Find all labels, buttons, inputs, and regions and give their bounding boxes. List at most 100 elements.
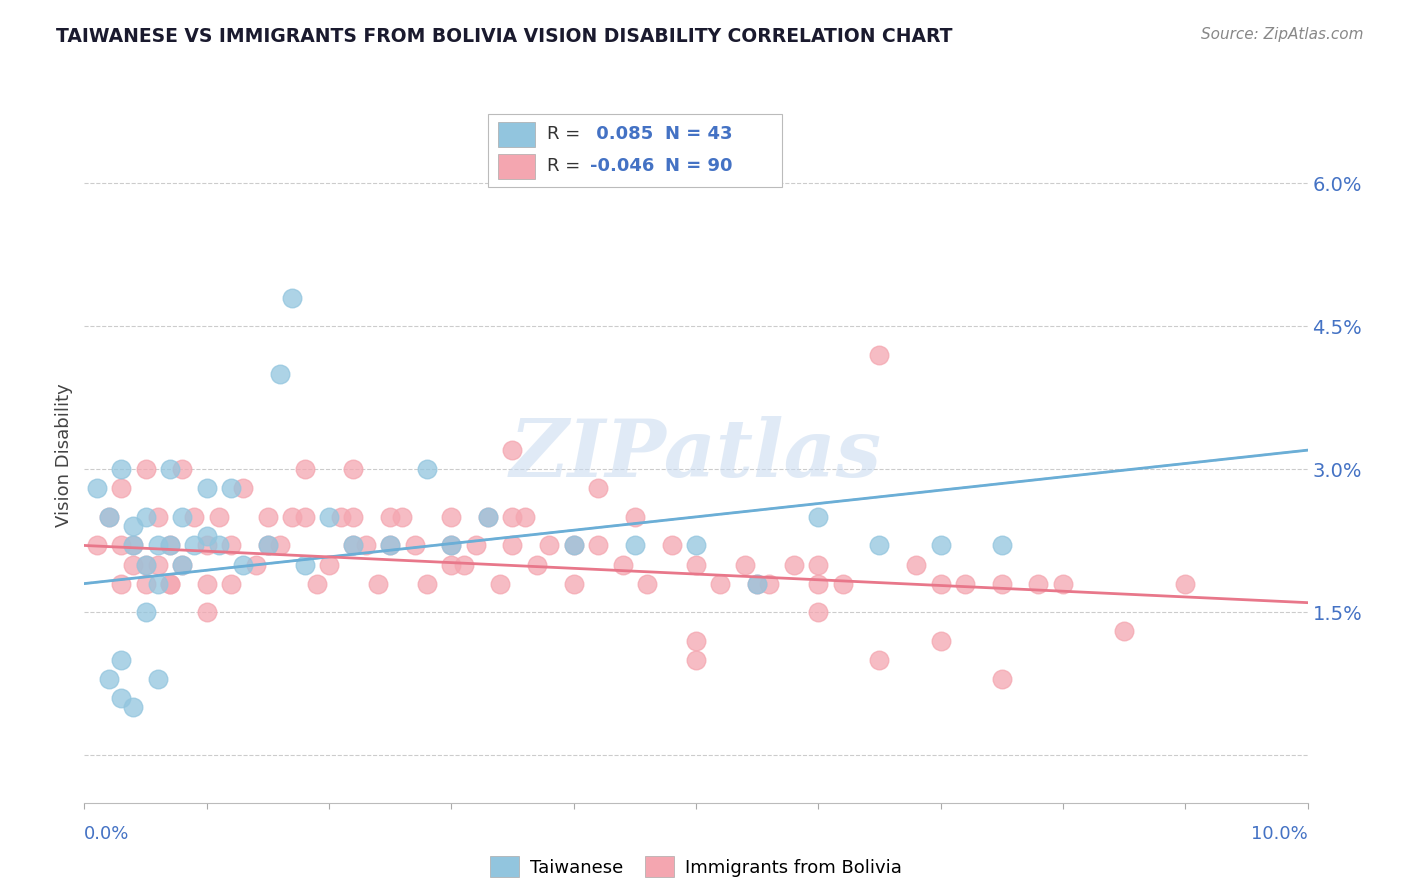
- Point: [281, 291, 304, 305]
- Text: 10.0%: 10.0%: [1251, 825, 1308, 843]
- Point: [342, 509, 364, 524]
- Point: [416, 576, 439, 591]
- Point: [195, 481, 218, 495]
- Point: [110, 481, 132, 495]
- Point: [122, 519, 145, 533]
- Point: [318, 509, 340, 524]
- Point: [526, 558, 548, 572]
- Point: [318, 558, 340, 572]
- Point: [685, 653, 707, 667]
- Text: -0.046: -0.046: [589, 157, 654, 175]
- Point: [502, 509, 524, 524]
- Point: [869, 539, 891, 553]
- Point: [747, 576, 769, 591]
- Point: [172, 558, 194, 572]
- Point: [294, 462, 316, 476]
- Point: [929, 633, 952, 648]
- Point: [122, 539, 145, 553]
- Point: [807, 558, 830, 572]
- Point: [464, 539, 486, 553]
- Point: [1174, 576, 1197, 591]
- Point: [709, 576, 731, 591]
- Point: [219, 539, 242, 553]
- Text: 0.0%: 0.0%: [84, 825, 129, 843]
- Point: [159, 539, 181, 553]
- Point: [416, 462, 439, 476]
- Point: [991, 672, 1014, 686]
- Point: [586, 481, 609, 495]
- Text: N = 43: N = 43: [665, 125, 733, 144]
- Point: [159, 576, 181, 591]
- Point: [991, 539, 1014, 553]
- Point: [440, 539, 463, 553]
- Point: [172, 558, 194, 572]
- Point: [747, 576, 769, 591]
- Point: [612, 558, 634, 572]
- Point: [110, 462, 132, 476]
- FancyBboxPatch shape: [488, 114, 782, 187]
- Point: [502, 443, 524, 458]
- Point: [538, 539, 561, 553]
- FancyBboxPatch shape: [498, 121, 534, 146]
- Point: [135, 462, 157, 476]
- Point: [208, 539, 231, 553]
- Text: Source: ZipAtlas.com: Source: ZipAtlas.com: [1201, 27, 1364, 42]
- Text: ZIPatlas: ZIPatlas: [510, 417, 882, 493]
- Point: [232, 481, 254, 495]
- Point: [380, 509, 402, 524]
- Point: [110, 690, 132, 705]
- Point: [208, 509, 231, 524]
- Point: [122, 558, 145, 572]
- Point: [562, 539, 585, 553]
- Text: TAIWANESE VS IMMIGRANTS FROM BOLIVIA VISION DISABILITY CORRELATION CHART: TAIWANESE VS IMMIGRANTS FROM BOLIVIA VIS…: [56, 27, 953, 45]
- Point: [1028, 576, 1050, 591]
- Point: [380, 539, 402, 553]
- Point: [305, 576, 328, 591]
- Point: [245, 558, 267, 572]
- Point: [342, 539, 364, 553]
- Point: [562, 539, 585, 553]
- Point: [135, 509, 157, 524]
- Text: N = 90: N = 90: [665, 157, 733, 175]
- Point: [1114, 624, 1136, 639]
- Point: [110, 539, 132, 553]
- Point: [440, 509, 463, 524]
- Point: [122, 539, 145, 553]
- Point: [685, 558, 707, 572]
- Point: [97, 509, 120, 524]
- Point: [342, 539, 364, 553]
- Point: [269, 539, 291, 553]
- Point: [122, 700, 145, 714]
- Point: [330, 509, 353, 524]
- Point: [172, 462, 194, 476]
- Point: [1052, 576, 1074, 591]
- Point: [135, 558, 157, 572]
- Point: [257, 539, 280, 553]
- Point: [281, 509, 304, 524]
- Point: [219, 481, 242, 495]
- Point: [991, 576, 1014, 591]
- Point: [110, 576, 132, 591]
- Point: [636, 576, 658, 591]
- Point: [135, 576, 157, 591]
- Point: [195, 529, 218, 543]
- Point: [502, 539, 524, 553]
- Point: [929, 539, 952, 553]
- Point: [146, 558, 169, 572]
- Point: [477, 509, 499, 524]
- Point: [97, 672, 120, 686]
- Point: [159, 539, 181, 553]
- Point: [807, 509, 830, 524]
- Point: [135, 605, 157, 619]
- Text: R =: R =: [547, 157, 581, 175]
- Y-axis label: Vision Disability: Vision Disability: [55, 383, 73, 527]
- Point: [562, 576, 585, 591]
- Point: [195, 539, 218, 553]
- Point: [391, 509, 413, 524]
- Point: [97, 509, 120, 524]
- Point: [159, 462, 181, 476]
- Point: [624, 509, 647, 524]
- Point: [869, 348, 891, 362]
- Point: [294, 509, 316, 524]
- Point: [869, 653, 891, 667]
